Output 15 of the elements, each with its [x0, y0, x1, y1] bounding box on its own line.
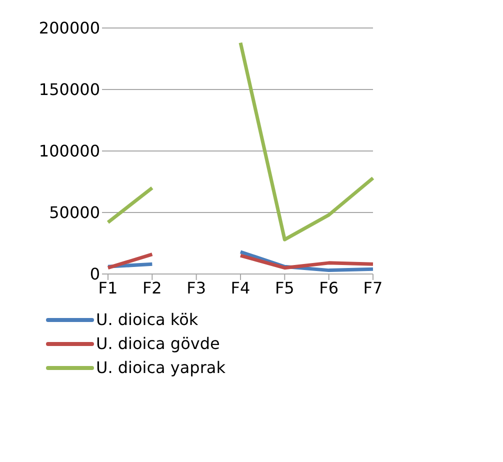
x-tick-label: F7	[363, 278, 383, 298]
x-tick-label: F3	[186, 278, 206, 298]
legend-label: U. dioica kök	[96, 309, 198, 331]
x-tick-label: F2	[142, 278, 162, 298]
x-tick-label: F1	[98, 278, 118, 298]
x-tick-label: F5	[274, 278, 294, 298]
y-tick-label: 200000	[38, 18, 100, 38]
y-tick-label: 0	[90, 264, 100, 284]
legend-label: U. dioica yaprak	[96, 357, 226, 379]
x-tick-label: F4	[230, 278, 250, 298]
y-tick-label: 150000	[38, 80, 100, 100]
x-tick-label: F6	[319, 278, 339, 298]
legend-label: U. dioica gövde	[96, 333, 220, 355]
y-tick-label: 100000	[38, 142, 100, 161]
y-tick-label: 50000	[49, 203, 100, 222]
